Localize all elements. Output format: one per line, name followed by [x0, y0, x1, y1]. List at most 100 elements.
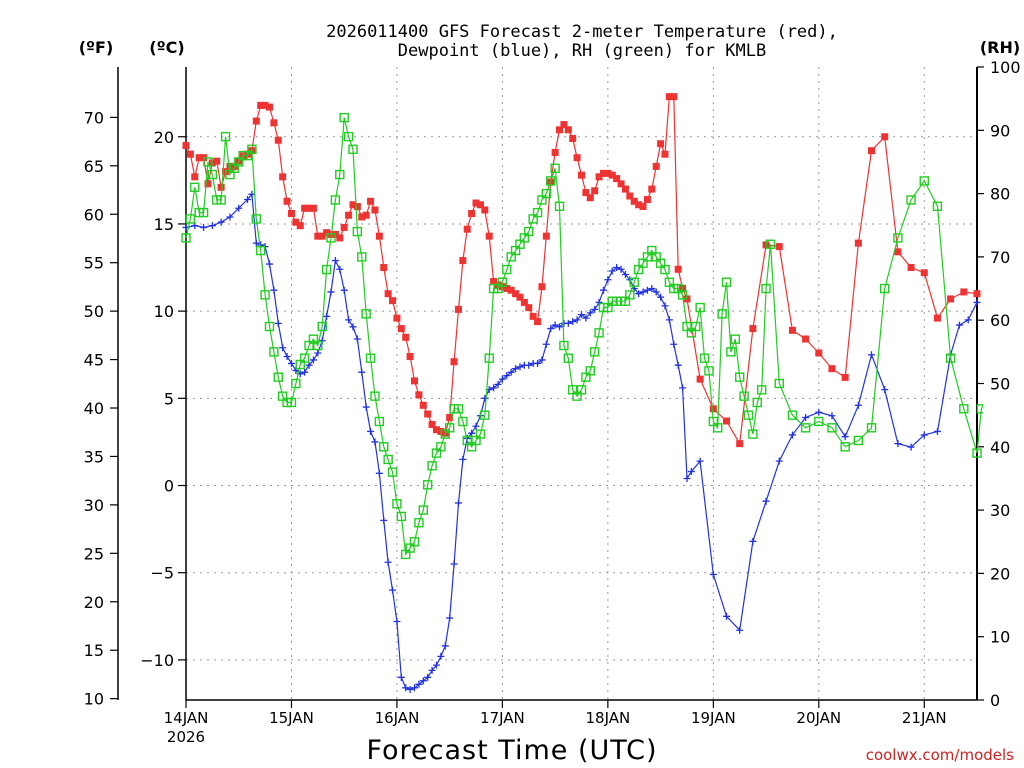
temperature-point: [907, 264, 915, 272]
fahrenheit-tick-label: 25: [84, 544, 104, 563]
dewpoint-point: [687, 468, 695, 476]
dewpoint-point: [854, 401, 862, 409]
dewpoint-point: [349, 323, 357, 331]
rh-point: [945, 353, 956, 363]
rh-point: [480, 410, 490, 420]
rh-point: [853, 435, 864, 446]
celsius-tick-label: 20: [154, 128, 174, 147]
dewpoint-point: [512, 365, 520, 373]
dewpoint-point: [314, 349, 322, 357]
dewpoint-point: [973, 298, 981, 306]
celsius-tick-label: −5: [150, 564, 174, 583]
rh-point: [436, 442, 446, 452]
dewpoint-point: [749, 537, 757, 545]
temperature-point: [204, 180, 212, 188]
temperature-point: [841, 373, 849, 381]
temperature-point: [894, 248, 902, 256]
time-tick-label: 15JAN: [269, 709, 314, 727]
rh-point: [906, 195, 916, 205]
rh-tick-label: 90: [990, 121, 1010, 140]
temperature-point: [411, 377, 419, 385]
rh-point: [313, 340, 323, 351]
time-tick-label: 14JAN: [164, 709, 209, 727]
temperature-point: [503, 284, 511, 292]
temperature-point: [529, 312, 537, 320]
fahrenheit-tick-label: 70: [84, 108, 104, 127]
dewpoint-point: [265, 260, 273, 268]
dewpoint-point: [661, 302, 669, 310]
rh-point: [660, 264, 670, 275]
rh-point: [585, 366, 595, 376]
dewpoint-point: [226, 213, 234, 221]
celsius-tick-label: −10: [140, 651, 174, 670]
temperature-point: [665, 93, 673, 101]
temperature-point: [881, 133, 889, 141]
dewpoint-point: [841, 433, 849, 441]
dewpoint-point: [696, 457, 704, 465]
temperature-point: [661, 150, 669, 158]
rh-point: [524, 226, 534, 237]
dewpoint-point: [788, 431, 796, 439]
temperature-point: [336, 234, 344, 242]
rh-point: [502, 264, 512, 275]
time-tick-label: 17JAN: [480, 709, 525, 727]
temperature-point: [432, 426, 440, 434]
dewpoint-point: [468, 429, 476, 437]
temperature-point: [556, 126, 564, 134]
dewpoint-point: [534, 359, 542, 367]
dewpoint-point: [200, 223, 208, 231]
dewpoint-point: [283, 352, 291, 360]
rh-point: [554, 201, 565, 211]
rh-point: [348, 144, 358, 154]
rh-point: [458, 416, 468, 427]
temperature-point: [314, 232, 322, 240]
rh-point: [550, 163, 560, 173]
dewpoint-point: [868, 351, 876, 359]
dewpoint-point: [920, 431, 928, 439]
dewpoint-point: [353, 335, 361, 343]
dewpoint-point: [345, 316, 353, 324]
temperature-point: [749, 325, 757, 333]
dewpoint-point: [599, 286, 607, 294]
dewpoint-point: [613, 264, 621, 272]
temperature-point: [582, 189, 590, 197]
dewpoint-point: [375, 469, 383, 477]
dewpoint-point: [244, 196, 252, 204]
temperature-point: [573, 154, 581, 162]
rh-point: [594, 328, 604, 338]
temperature-point: [279, 173, 287, 181]
dewpoint-point: [802, 414, 810, 422]
dewpoint-point: [432, 661, 440, 669]
temperature-point: [428, 420, 436, 428]
dewpoint-point: [604, 276, 612, 284]
rh-tick-label: 60: [990, 311, 1010, 330]
axes: −10 −5 0 5 10 15 20 10 15 20 25 30 35 40 45 50 55 60 65 70 0…: [84, 58, 1021, 746]
dewpoint-point: [472, 422, 480, 430]
rh-point: [484, 353, 494, 363]
temperature-point: [367, 197, 375, 205]
temperature-point: [292, 218, 300, 226]
rh-point: [365, 353, 376, 363]
rh-point: [260, 290, 270, 300]
rh-tick-label: 20: [990, 564, 1010, 583]
temperature-point: [371, 206, 379, 214]
dewpoint-point: [380, 516, 388, 524]
dewpoint-point: [340, 286, 348, 294]
dewpoint-point: [411, 684, 419, 692]
rh-tick-label: 0: [990, 691, 1000, 710]
fahrenheit-tick-label: 15: [84, 641, 104, 660]
dewpoint-point: [252, 239, 260, 247]
rh-point: [387, 467, 398, 477]
temperature-point: [674, 265, 682, 273]
dewpoint-point: [617, 265, 625, 273]
rh-line: [185, 117, 983, 557]
rh-point: [269, 347, 279, 357]
dewpoint-point: [279, 344, 287, 352]
dewpoint-point: [665, 316, 673, 324]
dewpoint-point: [507, 368, 515, 376]
dewpoint-point: [323, 312, 331, 320]
temperature-point: [345, 211, 353, 219]
rh-point: [361, 309, 371, 319]
rh-point: [299, 353, 310, 363]
temperature-point: [402, 333, 410, 341]
